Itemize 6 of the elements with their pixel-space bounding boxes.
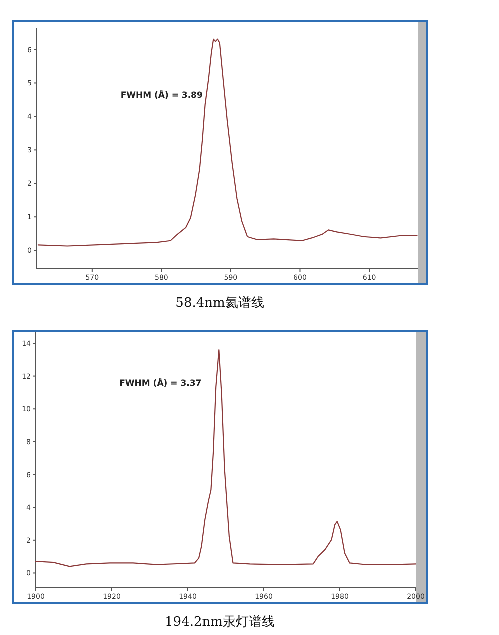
text: 194.2nm汞灯谱线 <box>165 615 275 630</box>
line-series <box>38 38 418 247</box>
annotation: FWHM (Å) = 3.89 <box>120 90 203 101</box>
annotation: FWHM (Å) = 3.37 <box>120 378 202 389</box>
text: 58.4nm氦谱线 <box>176 296 264 311</box>
line-series <box>35 350 417 568</box>
